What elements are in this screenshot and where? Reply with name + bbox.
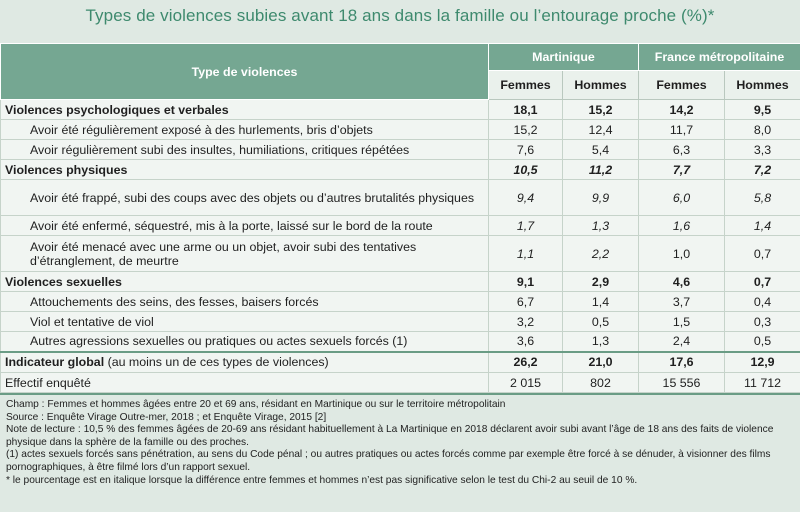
table-row: Violences psychologiques et verbales 18,… xyxy=(0,99,800,120)
cell-value: 3,3 xyxy=(723,139,800,160)
cell-value: 0,5 xyxy=(562,311,639,332)
table-row: Attouchements des seins, des fesses, bai… xyxy=(0,291,800,312)
cell-value: 15,2 xyxy=(562,99,639,120)
total-label-bold: Indicateur global xyxy=(5,355,105,370)
cell-value: 14,2 xyxy=(638,99,725,120)
cell-value: 1,3 xyxy=(562,331,639,352)
cell-value: 17,6 xyxy=(638,350,725,373)
effectif-row: Effectif enquêté 2 015 802 15 556 11 712 xyxy=(0,372,800,393)
cell-value: 2,9 xyxy=(562,271,639,292)
col-header-women-martinique: Femmes xyxy=(488,70,563,100)
cell-value: 4,6 xyxy=(638,271,725,292)
col-header-men-france: Hommes xyxy=(723,70,800,100)
table-row: Avoir été enfermé, séquestré, mis à la p… xyxy=(0,215,800,236)
cell-value: 9,1 xyxy=(488,271,563,292)
cell-value: 9,4 xyxy=(488,179,563,216)
table-row: Avoir été régulièrement exposé à des hur… xyxy=(0,119,800,140)
col-header-women-france: Femmes xyxy=(638,70,725,100)
cell-value: 7,6 xyxy=(488,139,563,160)
group-header-martinique: Martinique xyxy=(488,43,639,71)
table-row: Viol et tentative de viol 3,2 0,5 1,5 0,… xyxy=(0,311,800,332)
cell-value: 3,2 xyxy=(488,311,563,332)
cell-value: 2 015 xyxy=(488,372,563,393)
cell-value: 12,4 xyxy=(562,119,639,140)
effectif-label: Effectif enquêté xyxy=(0,372,489,393)
row-label: Violences psychologiques et verbales xyxy=(0,99,489,120)
cell-value: 2,2 xyxy=(562,235,639,272)
total-label-rest: (au moins un de ces types de violences) xyxy=(104,355,329,370)
violence-table: Type de violences Martinique France métr… xyxy=(0,43,800,393)
footnotes: Champ : Femmes et hommes âgées entre 20 … xyxy=(0,393,800,512)
cell-value: 15,2 xyxy=(488,119,563,140)
cell-value: 7,7 xyxy=(638,159,725,180)
table-row: Autres agressions sexuelles ou pratiques… xyxy=(0,331,800,352)
note-source: Source : Enquête Virage Outre-mer, 2018 … xyxy=(6,411,327,423)
note-asterisk: * le pourcentage est en italique lorsque… xyxy=(6,474,638,486)
row-label: Avoir été menacé avec une arme ou un obj… xyxy=(0,235,489,272)
cell-value: 0,5 xyxy=(723,331,800,352)
cell-value: 15 556 xyxy=(638,372,725,393)
cell-value: 0,3 xyxy=(723,311,800,332)
table-row: Avoir été menacé avec une arme ou un obj… xyxy=(0,235,800,272)
cell-value: 11,7 xyxy=(638,119,725,140)
total-row: Indicateur global (au moins un de ces ty… xyxy=(0,350,800,373)
note-lecture: Note de lecture : 10,5 % des femmes âgée… xyxy=(6,424,774,448)
row-label: Violences sexuelles xyxy=(0,271,489,292)
cell-value: 11,2 xyxy=(562,159,639,180)
total-label: Indicateur global (au moins un de ces ty… xyxy=(0,350,489,373)
note-1: (1) actes sexuels forcés sans pénétratio… xyxy=(6,449,771,473)
cell-value: 802 xyxy=(562,372,639,393)
cell-value: 10,5 xyxy=(488,159,563,180)
cell-value: 7,2 xyxy=(723,159,800,180)
cell-value: 1,0 xyxy=(638,235,725,272)
table-row: Avoir régulièrement subi des insultes, h… xyxy=(0,139,800,160)
cell-value: 5,4 xyxy=(562,139,639,160)
row-label: Autres agressions sexuelles ou pratiques… xyxy=(0,331,489,352)
cell-value: 6,7 xyxy=(488,291,563,312)
cell-value: 11 712 xyxy=(723,372,800,393)
row-label: Viol et tentative de viol xyxy=(0,311,489,332)
cell-value: 21,0 xyxy=(562,350,639,373)
cell-value: 18,1 xyxy=(488,99,563,120)
cell-value: 6,0 xyxy=(638,179,725,216)
cell-value: 5,8 xyxy=(723,179,800,216)
cell-value: 8,0 xyxy=(723,119,800,140)
row-label: Attouchements des seins, des fesses, bai… xyxy=(0,291,489,312)
cell-value: 1,3 xyxy=(562,215,639,236)
cell-value: 12,9 xyxy=(723,350,800,373)
cell-value: 6,3 xyxy=(638,139,725,160)
table-title: Types de violences subies avant 18 ans d… xyxy=(85,6,715,25)
note-champ: Champ : Femmes et hommes âgées entre 20 … xyxy=(6,399,506,410)
table-row: Violences physiques 10,5 11,2 7,7 7,2 xyxy=(0,159,800,180)
cell-value: 2,4 xyxy=(638,331,725,352)
cell-value: 3,7 xyxy=(638,291,725,312)
group-header-france: France métropolitaine xyxy=(637,43,800,71)
col-header-men-martinique: Hommes xyxy=(562,70,639,100)
cell-value: 1,1 xyxy=(488,235,563,272)
table-row: Avoir été frappé, subi des coups avec de… xyxy=(0,179,800,216)
cell-value: 1,7 xyxy=(488,215,563,236)
row-label: Avoir régulièrement subi des insultes, h… xyxy=(0,139,489,160)
cell-value: 1,4 xyxy=(562,291,639,312)
row-label: Violences physiques xyxy=(0,159,489,180)
cell-value: 1,4 xyxy=(723,215,800,236)
row-label: Avoir été frappé, subi des coups avec de… xyxy=(0,179,489,216)
table-row: Violences sexuelles 9,1 2,9 4,6 0,7 xyxy=(0,271,800,292)
cell-value: 3,6 xyxy=(488,331,563,352)
cell-value: 26,2 xyxy=(488,350,563,373)
cell-value: 0,7 xyxy=(723,235,800,272)
cell-value: 1,5 xyxy=(638,311,725,332)
cell-value: 9,5 xyxy=(723,99,800,120)
cell-value: 0,4 xyxy=(723,291,800,312)
col-header-type: Type de violences xyxy=(0,43,489,100)
cell-value: 9,9 xyxy=(562,179,639,216)
row-label: Avoir été régulièrement exposé à des hur… xyxy=(0,119,489,140)
cell-value: 1,6 xyxy=(638,215,725,236)
cell-value: 0,7 xyxy=(723,271,800,292)
row-label: Avoir été enfermé, séquestré, mis à la p… xyxy=(0,215,489,236)
